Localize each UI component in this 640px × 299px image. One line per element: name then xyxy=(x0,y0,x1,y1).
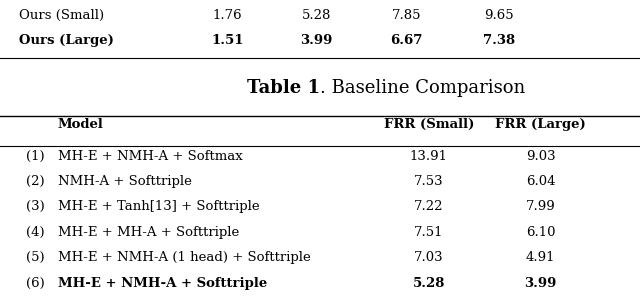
Text: 9.03: 9.03 xyxy=(526,150,556,162)
Text: 4.91: 4.91 xyxy=(526,251,556,264)
Text: 6.10: 6.10 xyxy=(526,226,556,239)
Text: 1.76: 1.76 xyxy=(212,9,242,22)
Text: 1.51: 1.51 xyxy=(211,34,243,47)
Text: (5): (5) xyxy=(26,251,44,264)
Text: MH-E + NMH-A + Softtriple: MH-E + NMH-A + Softtriple xyxy=(58,277,267,289)
Text: Ours (Large): Ours (Large) xyxy=(19,34,114,47)
Text: 7.03: 7.03 xyxy=(414,251,444,264)
Text: (4): (4) xyxy=(26,226,44,239)
Text: 3.99: 3.99 xyxy=(525,277,557,289)
Text: (1): (1) xyxy=(26,150,44,162)
Text: 5.28: 5.28 xyxy=(302,9,332,22)
Text: . Baseline Comparison: . Baseline Comparison xyxy=(320,79,525,97)
Text: (6): (6) xyxy=(26,277,44,289)
Text: FRR (Large): FRR (Large) xyxy=(495,118,586,131)
Text: 7.38: 7.38 xyxy=(483,34,515,47)
Text: 7.85: 7.85 xyxy=(392,9,421,22)
Text: 7.53: 7.53 xyxy=(414,175,444,188)
Text: Ours (Small): Ours (Small) xyxy=(19,9,104,22)
Text: 7.99: 7.99 xyxy=(526,200,556,213)
Text: MH-E + NMH-A (1 head) + Softtriple: MH-E + NMH-A (1 head) + Softtriple xyxy=(58,251,310,264)
Text: MH-E + MH-A + Softtriple: MH-E + MH-A + Softtriple xyxy=(58,226,239,239)
Text: 9.65: 9.65 xyxy=(484,9,514,22)
Text: Table 1: Table 1 xyxy=(247,79,320,97)
Text: NMH-A + Softtriple: NMH-A + Softtriple xyxy=(58,175,191,188)
Text: 6.67: 6.67 xyxy=(390,34,422,47)
Text: Model: Model xyxy=(58,118,104,131)
Text: 7.51: 7.51 xyxy=(414,226,444,239)
Text: FRR (Small): FRR (Small) xyxy=(383,118,474,131)
Text: MH-E + Tanh[13] + Softtriple: MH-E + Tanh[13] + Softtriple xyxy=(58,200,259,213)
Text: 5.28: 5.28 xyxy=(413,277,445,289)
Text: 6.04: 6.04 xyxy=(526,175,556,188)
Text: (2): (2) xyxy=(26,175,44,188)
Text: MH-E + NMH-A + Softmax: MH-E + NMH-A + Softmax xyxy=(58,150,243,162)
Text: 13.91: 13.91 xyxy=(410,150,448,162)
Text: 3.99: 3.99 xyxy=(301,34,333,47)
Text: 7.22: 7.22 xyxy=(414,200,444,213)
Text: (3): (3) xyxy=(26,200,44,213)
